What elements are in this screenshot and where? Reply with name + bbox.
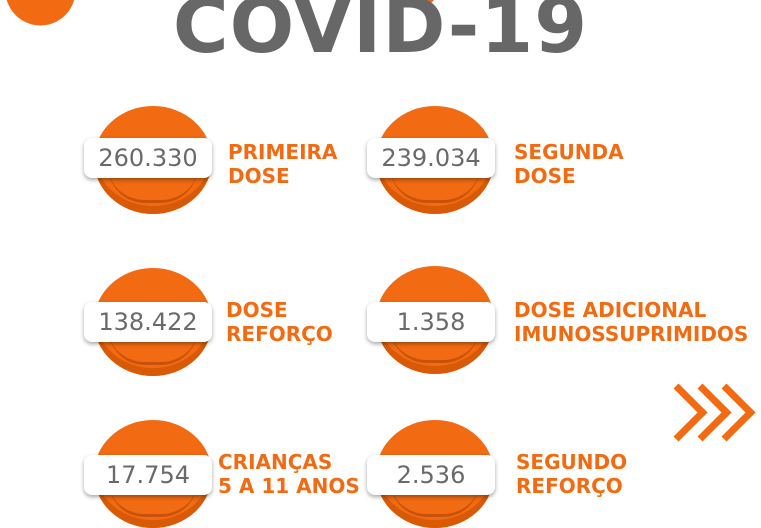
stat-label-line1: DOSE ADICIONAL xyxy=(514,298,707,322)
stat-label-line1: SEGUNDA xyxy=(514,140,624,164)
stat-label-line1: SEGUNDO xyxy=(516,450,628,474)
stat-value: 239.034 xyxy=(367,138,495,178)
stat-value: 138.422 xyxy=(84,302,212,342)
stat-value: 2.536 xyxy=(367,455,495,495)
stat-label: SEGUNDA DOSE xyxy=(514,140,624,188)
stat-value: 17.754 xyxy=(84,455,212,495)
stat-label: DOSE REFORÇO xyxy=(226,298,333,346)
stat-label-line2: 5 A 11 ANOS xyxy=(218,474,360,498)
stat-label-line2: REFORÇO xyxy=(226,322,333,346)
stat-value: 1.358 xyxy=(367,302,495,342)
stat-label: CRIANÇAS 5 A 11 ANOS xyxy=(218,450,360,498)
title-accent-mark xyxy=(410,0,436,4)
stat-label-line2: DOSE xyxy=(514,164,576,188)
stat-label-line1: DOSE xyxy=(226,298,288,322)
stat-label: DOSE ADICIONAL IMUNOSSUPRIMIDOS xyxy=(514,298,748,346)
page-title: COVID-19 xyxy=(172,0,589,70)
stat-label: SEGUNDO REFORÇO xyxy=(516,450,627,498)
stat-label: PRIMEIRA DOSE xyxy=(228,140,337,188)
stat-value: 260.330 xyxy=(84,138,212,178)
stat-label-line2: IMUNOSSUPRIMIDOS xyxy=(514,322,749,346)
stat-label-line2: REFORÇO xyxy=(516,474,623,498)
stat-label-line1: CRIANÇAS xyxy=(218,450,333,474)
stat-label-line1: PRIMEIRA xyxy=(228,140,338,164)
stat-label-line2: DOSE xyxy=(228,164,290,188)
